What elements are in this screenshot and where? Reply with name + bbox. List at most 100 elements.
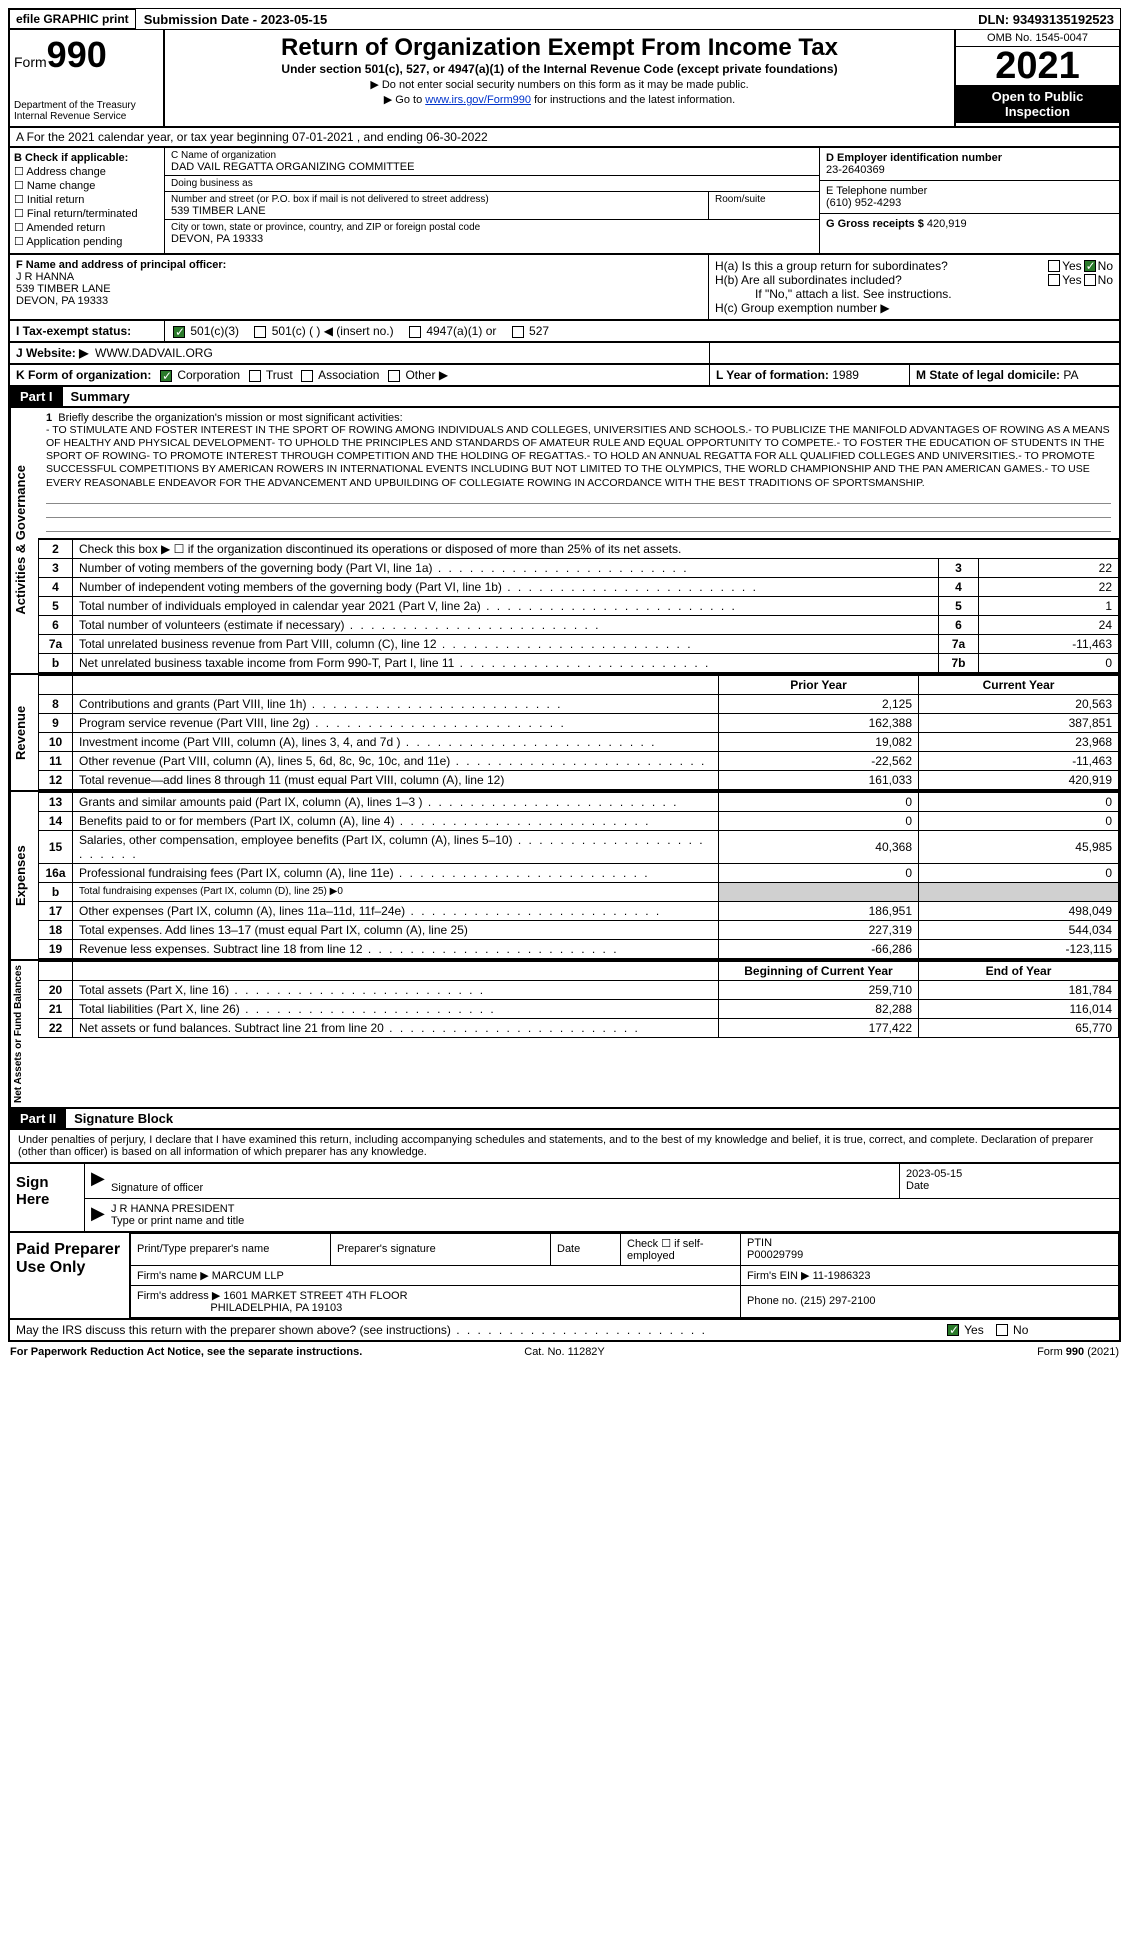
ag-table: 2Check this box ▶ ☐ if the organization … xyxy=(38,539,1119,673)
k-label: K Form of organization: xyxy=(16,368,151,382)
chk-name-change[interactable]: ☐ Name change xyxy=(14,179,160,192)
form-ref: Form 990 (2021) xyxy=(1037,1346,1119,1358)
mission-label: Briefly describe the organization's miss… xyxy=(58,412,402,424)
perjury-statement: Under penalties of perjury, I declare th… xyxy=(8,1130,1121,1164)
col-b-checkboxes: B Check if applicable: ☐ Address change … xyxy=(10,148,165,253)
exp-row: Benefits paid to or for members (Part IX… xyxy=(73,811,719,830)
row-a-tax-year: A For the 2021 calendar year, or tax yea… xyxy=(8,128,1121,148)
ag-val: 1 xyxy=(979,596,1119,615)
chk-amended-return[interactable]: ☐ Amended return xyxy=(14,221,160,234)
firm-ein-label: Firm's EIN ▶ xyxy=(747,1270,813,1282)
activities-governance-block: Activities & Governance 1 Briefly descri… xyxy=(8,408,1121,675)
part2-title: Signature Block xyxy=(66,1109,181,1128)
b-heading: B Check if applicable: xyxy=(14,152,160,164)
submission-date: Submission Date - 2023-05-15 xyxy=(138,10,334,29)
k-association[interactable] xyxy=(301,370,313,382)
na-row: Net assets or fund balances. Subtract li… xyxy=(73,1018,719,1037)
prep-self-employed[interactable]: Check ☐ if self-employed xyxy=(621,1233,741,1265)
cat-no: Cat. No. 11282Y xyxy=(380,1346,750,1358)
i-4947[interactable] xyxy=(409,326,421,338)
city-label: City or town, state or province, country… xyxy=(171,222,813,233)
f-label: F Name and address of principal officer: xyxy=(16,259,226,271)
current-year-hdr: Current Year xyxy=(919,675,1119,694)
rev-row: Investment income (Part VIII, column (A)… xyxy=(73,732,719,751)
preparer-table: Print/Type preparer's name Preparer's si… xyxy=(130,1233,1119,1318)
ha-no[interactable] xyxy=(1084,260,1096,272)
ag-val: 22 xyxy=(979,558,1119,577)
sign-here-label: Sign Here xyxy=(10,1164,85,1231)
i-501c[interactable] xyxy=(254,326,266,338)
revenue-table: Prior YearCurrent Year 8Contributions an… xyxy=(38,675,1119,790)
top-bar: efile GRAPHIC print Submission Date - 20… xyxy=(8,8,1121,30)
year-formation: 1989 xyxy=(832,368,859,382)
ag-row: Total unrelated business revenue from Pa… xyxy=(73,634,939,653)
exp-side-label: Expenses xyxy=(10,792,38,959)
mission-num: 1 xyxy=(46,412,52,424)
efile-button[interactable]: efile GRAPHIC print xyxy=(9,9,136,29)
exp-row: Revenue less expenses. Subtract line 18 … xyxy=(73,939,719,958)
part1-bar: Part I Summary xyxy=(8,387,1121,408)
rev-row: Program service revenue (Part VIII, line… xyxy=(73,713,719,732)
na-row: Total liabilities (Part X, line 26) xyxy=(73,999,719,1018)
chk-initial-return[interactable]: ☐ Initial return xyxy=(14,193,160,206)
exp-row: Total expenses. Add lines 13–17 (must eq… xyxy=(73,920,719,939)
ag-row: Total number of individuals employed in … xyxy=(73,596,939,615)
prep-name-label: Print/Type preparer's name xyxy=(131,1233,331,1265)
form-number: Form990 xyxy=(14,34,159,76)
form-title: Return of Organization Exempt From Incom… xyxy=(175,34,944,62)
room-label: Room/suite xyxy=(715,194,813,205)
arrow-icon: ▶ xyxy=(85,1164,105,1198)
officer-city: DEVON, PA 19333 xyxy=(16,295,108,307)
i-527[interactable] xyxy=(512,326,524,338)
hb-no[interactable] xyxy=(1084,274,1096,286)
chk-address-change[interactable]: ☐ Address change xyxy=(14,165,160,178)
name-title-label: Type or print name and title xyxy=(111,1215,244,1227)
hb-yes[interactable] xyxy=(1048,274,1060,286)
row-j-website: J Website: ▶ WWW.DADVAIL.ORG xyxy=(8,343,1121,365)
firm-phone: (215) 297-2100 xyxy=(800,1295,875,1307)
expenses-block: Expenses 13Grants and similar amounts pa… xyxy=(8,792,1121,961)
k-corporation[interactable] xyxy=(160,370,172,382)
ha-yes[interactable] xyxy=(1048,260,1060,272)
h-note: If "No," attach a list. See instructions… xyxy=(715,287,1113,301)
phone-label: E Telephone number xyxy=(826,185,1113,197)
chk-final-return[interactable]: ☐ Final return/terminated xyxy=(14,207,160,220)
i-501c3[interactable] xyxy=(173,326,185,338)
firm-ein: 11-1986323 xyxy=(813,1270,871,1282)
officer-name-title: J R HANNA PRESIDENT xyxy=(111,1203,234,1215)
expenses-table: 13Grants and similar amounts paid (Part … xyxy=(38,792,1119,959)
signature-label: Signature of officer xyxy=(111,1182,203,1194)
sign-date-label: Date xyxy=(906,1180,929,1192)
col-h-group: H(a) Is this a group return for subordin… xyxy=(709,255,1119,319)
exp-row: Grants and similar amounts paid (Part IX… xyxy=(73,792,719,811)
k-other[interactable] xyxy=(388,370,400,382)
discuss-yes[interactable] xyxy=(947,1324,959,1336)
l-label: L Year of formation: xyxy=(716,368,832,382)
exp-row: Other expenses (Part IX, column (A), lin… xyxy=(73,901,719,920)
net-assets-block: Net Assets or Fund Balances Beginning of… xyxy=(8,961,1121,1109)
paperwork-notice: For Paperwork Reduction Act Notice, see … xyxy=(10,1346,362,1358)
org-name: DAD VAIL REGATTA ORGANIZING COMMITTEE xyxy=(171,161,813,173)
k-trust[interactable] xyxy=(249,370,261,382)
irs-link[interactable]: www.irs.gov/Form990 xyxy=(425,94,531,106)
chk-application-pending[interactable]: ☐ Application pending xyxy=(14,235,160,248)
revenue-block: Revenue Prior YearCurrent Year 8Contribu… xyxy=(8,675,1121,792)
ag-val: 0 xyxy=(979,653,1119,672)
ag-val: 24 xyxy=(979,615,1119,634)
street-value: 539 TIMBER LANE xyxy=(171,205,702,217)
net-assets-table: Beginning of Current YearEnd of Year 20T… xyxy=(38,961,1119,1038)
firm-addr-label: Firm's address ▶ xyxy=(137,1290,223,1302)
irs-discuss-question: May the IRS discuss this return with the… xyxy=(10,1320,939,1340)
hc-label: H(c) Group exemption number ▶ xyxy=(715,301,1113,315)
part1-title: Summary xyxy=(63,387,138,406)
arrow-icon: ▶ xyxy=(85,1199,105,1231)
ag-side-label: Activities & Governance xyxy=(10,408,38,673)
gross-receipts-value: 420,919 xyxy=(927,218,967,230)
mission-text: - TO STIMULATE AND FOSTER INTEREST IN TH… xyxy=(46,424,1110,489)
ha-label: H(a) Is this a group return for subordin… xyxy=(715,259,1046,273)
exp-row: Total fundraising expenses (Part IX, col… xyxy=(73,882,719,901)
exp-row: Professional fundraising fees (Part IX, … xyxy=(73,863,719,882)
ein-value: 23-2640369 xyxy=(826,164,1113,176)
open-to-public: Open to Public Inspection xyxy=(956,85,1119,123)
discuss-no[interactable] xyxy=(996,1324,1008,1336)
